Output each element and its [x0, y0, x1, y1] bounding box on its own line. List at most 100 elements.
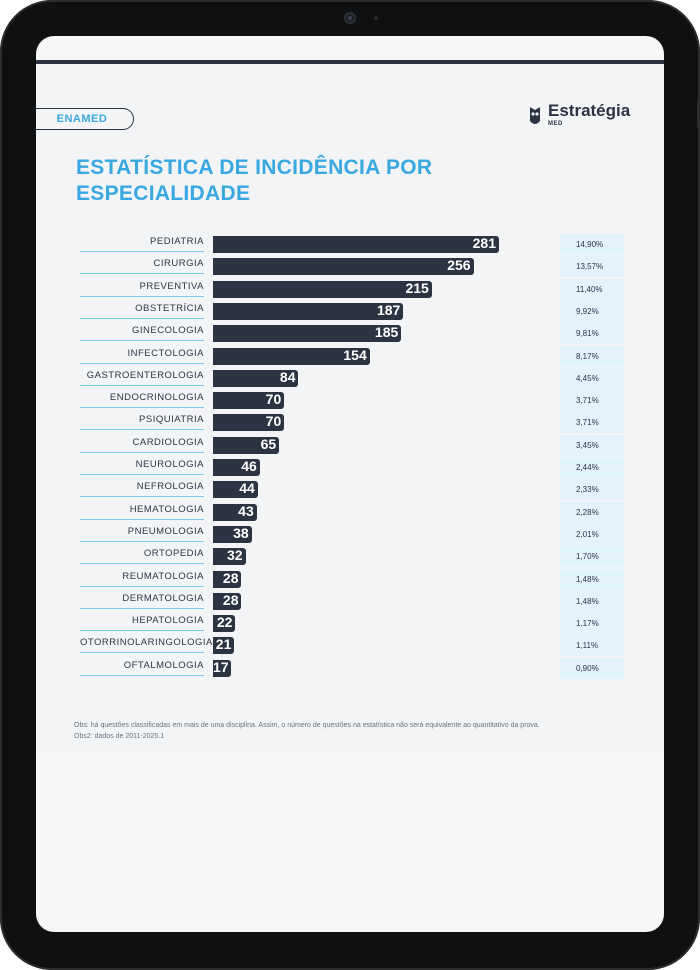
- percent-cell: [560, 367, 624, 389]
- bar: [213, 659, 231, 677]
- bar: [213, 637, 235, 655]
- bar-value-label: 46: [241, 458, 257, 474]
- percent-label: 8,17%: [576, 351, 599, 361]
- label-underline: [80, 295, 204, 297]
- category-label: GASTROENTEROLOGIA: [86, 369, 204, 381]
- percent-label: 3,71%: [576, 396, 599, 406]
- label-underline: [80, 340, 204, 342]
- percent-label: 3,71%: [576, 418, 599, 428]
- exam-badge: ENAMED: [36, 108, 134, 130]
- label-underline: [80, 384, 204, 386]
- bar-value-label: 28: [222, 591, 239, 608]
- percent-label: 2,28%: [576, 507, 599, 517]
- footnotes: Obs: há questões classificadas em mais d…: [74, 720, 634, 742]
- bar: [213, 503, 257, 521]
- category-label: OBSTETRÍCIA: [135, 302, 204, 314]
- label-underline: [80, 317, 204, 319]
- percent-label: 1,11%: [576, 641, 599, 651]
- bar: [213, 459, 260, 476]
- category-label: OFTALMOLOGIA: [123, 659, 204, 671]
- percent-label: 13,57%: [576, 262, 604, 272]
- category-label: ENDOCRINOLOGIA: [109, 392, 204, 404]
- bar: [213, 436, 280, 454]
- label-underline: [80, 540, 204, 542]
- tablet-screen: ENAMED Estratégia MED ESTATÍSTICA DE INC…: [36, 36, 664, 932]
- label-underline: [80, 607, 204, 609]
- percent-cell: [560, 568, 624, 590]
- bar-value-label: 84: [279, 368, 296, 385]
- bar-value-label: 215: [405, 279, 429, 296]
- chart-row: NEUROLOGIA 46 2,44%: [36, 457, 664, 479]
- bar: [213, 570, 242, 588]
- chart-row: HEPATOLOGIA 22 1,17%: [36, 613, 664, 635]
- label-underline: [80, 474, 204, 475]
- chart-row: PREVENTIVA 215 11,40%: [36, 278, 664, 301]
- title-line-1: ESTATÍSTICA DE INCIDÊNCIA POR: [76, 156, 433, 179]
- side-button: [697, 100, 700, 128]
- bar-value-label: 28: [222, 569, 239, 586]
- category-label: NEFROLOGIA: [136, 481, 204, 493]
- bar: [213, 325, 402, 343]
- percent-label: 2,33%: [576, 485, 599, 495]
- top-rule: [36, 60, 664, 64]
- chart-row: PSIQUIATRIA 70 3,71%: [36, 412, 664, 434]
- chart-row: OFTALMOLOGIA 17 0,90%: [36, 657, 664, 680]
- label-underline: [80, 518, 204, 520]
- percent-label: 2,01%: [576, 529, 599, 539]
- bar: [213, 258, 474, 276]
- bar-value-label: 21: [215, 636, 232, 653]
- chart-row: ORTOPEDIA 32 1,70%: [36, 546, 664, 568]
- bar-value-label: 70: [265, 391, 282, 408]
- category-label: CARDIOLOGIA: [132, 436, 204, 448]
- percent-label: 4,45%: [576, 373, 599, 383]
- owl-icon: [530, 107, 540, 124]
- percent-cell: [560, 479, 624, 501]
- label-underline: [80, 585, 204, 587]
- percent-cell: [560, 300, 624, 322]
- percent-cell: [560, 613, 624, 635]
- bar-value-label: 22: [216, 614, 233, 631]
- percent-cell: [560, 457, 624, 478]
- category-label: NEUROLOGIA: [135, 459, 204, 470]
- category-label: PEDIATRIA: [150, 236, 204, 247]
- label-underline: [80, 362, 204, 364]
- bar: [213, 280, 432, 298]
- category-label: CIRURGIA: [153, 258, 204, 270]
- chart-row: CARDIOLOGIA 65 3,45%: [36, 434, 664, 457]
- bar-value-label: 185: [374, 324, 399, 341]
- chart-row: DERMATOLOGIA 28 1,48%: [36, 590, 664, 613]
- bar: [213, 481, 258, 499]
- percent-cell: [560, 434, 624, 456]
- chart-row: GINECOLOGIA 185 9,81%: [36, 323, 664, 345]
- chart-row: ENDOCRINOLOGIA 70 3,71%: [36, 390, 664, 412]
- percent-label: 3,45%: [576, 440, 599, 450]
- percent-cell: [560, 546, 624, 568]
- chart-row: REUMATOLOGIA 28 1,48%: [36, 568, 664, 591]
- percent-label: 0,90%: [576, 663, 599, 673]
- category-label: ORTOPEDIA: [143, 548, 204, 560]
- percent-label: 1,70%: [576, 552, 599, 562]
- camera-sensor: [374, 16, 378, 20]
- bar-value-label: 256: [447, 257, 471, 274]
- bar: [213, 236, 499, 253]
- percent-label: 14,90%: [576, 240, 604, 249]
- label-underline: [80, 496, 204, 498]
- category-label: PNEUMOLOGIA: [127, 525, 204, 537]
- category-label: HEPATOLOGIA: [131, 615, 204, 627]
- category-label: PREVENTIVA: [139, 280, 204, 292]
- bar: [213, 414, 285, 432]
- document-page: ENAMED Estratégia MED ESTATÍSTICA DE INC…: [36, 60, 664, 750]
- front-camera: [344, 12, 356, 24]
- percent-label: 9,92%: [576, 306, 599, 316]
- page-title: ESTATÍSTICA DE INCIDÊNCIA POR ESPECIALID…: [76, 155, 536, 207]
- bar: [213, 548, 246, 566]
- label-underline: [80, 273, 204, 275]
- footnote-2: Obs2: dados de 2011-2025.1: [74, 733, 165, 740]
- chart-row: GASTROENTEROLOGIA 84 4,45%: [36, 367, 664, 390]
- percent-cell: [560, 234, 624, 255]
- bar-value-label: 70: [265, 413, 282, 430]
- bar-value-label: 43: [238, 502, 254, 519]
- brand-name: Estratégia: [548, 101, 631, 120]
- percent-label: 11,40%: [576, 284, 603, 294]
